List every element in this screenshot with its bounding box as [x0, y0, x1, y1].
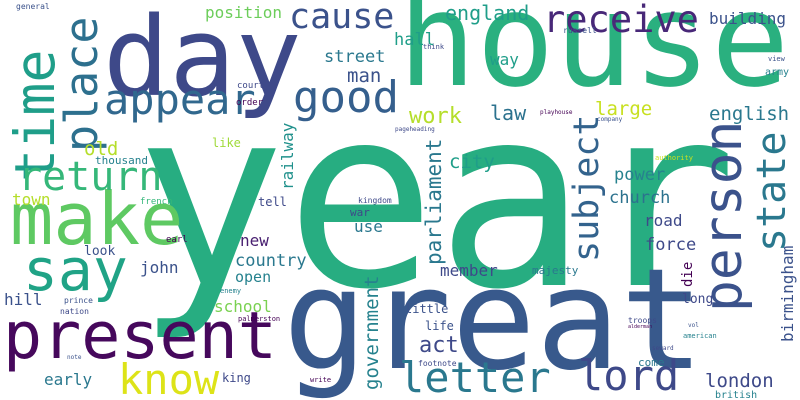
word: make: [10, 177, 183, 261]
word: majesty: [532, 264, 579, 277]
word: vol: [688, 322, 699, 329]
word: building: [709, 9, 786, 28]
word: alderman: [628, 324, 652, 330]
word: army: [765, 67, 789, 78]
word: present: [3, 299, 277, 374]
word: hill: [4, 290, 43, 309]
word: open: [235, 268, 271, 286]
word: kingdom: [358, 196, 392, 205]
word: think: [423, 43, 445, 51]
word: playhouse: [540, 109, 573, 116]
word: say: [23, 236, 128, 304]
word: prince: [64, 296, 93, 305]
word: earl: [166, 235, 188, 245]
word: nation: [60, 307, 89, 316]
word: little: [405, 302, 448, 316]
word: act: [419, 333, 459, 358]
word: member: [440, 261, 498, 280]
word: look: [84, 244, 115, 259]
word: come: [638, 356, 665, 369]
word: use: [354, 217, 383, 236]
word: day: [103, 0, 302, 121]
word: enemy: [220, 287, 241, 295]
word: parliament: [422, 139, 446, 265]
word: town: [12, 190, 51, 209]
word: life: [425, 319, 454, 333]
word: power: [614, 165, 665, 185]
word: place: [55, 17, 108, 152]
word: thousand: [95, 154, 148, 167]
word: french: [140, 197, 173, 207]
word: write: [310, 376, 331, 384]
word: good: [293, 72, 399, 123]
word: school: [214, 297, 272, 316]
word: church: [609, 188, 670, 208]
word: war: [350, 206, 370, 219]
word: person: [693, 121, 754, 312]
word: subject: [567, 114, 607, 262]
word: position: [205, 3, 282, 22]
word: hall: [394, 30, 435, 50]
word: seward: [652, 345, 674, 352]
word: time: [3, 50, 67, 182]
word: cause: [289, 0, 394, 37]
word: order: [236, 98, 264, 108]
word: street: [324, 47, 385, 67]
word: tell: [258, 195, 287, 209]
word: company: [597, 116, 623, 123]
word: pageheading: [395, 126, 435, 133]
word: long: [682, 292, 713, 307]
word: road: [644, 211, 683, 230]
word: english: [709, 103, 789, 125]
word: footnote: [418, 359, 457, 368]
word: like: [212, 136, 241, 150]
word: palmerston: [238, 315, 280, 323]
word: return: [18, 154, 163, 200]
word: king: [222, 371, 251, 385]
word: birmingham: [778, 246, 797, 342]
word: new: [240, 231, 269, 250]
word: letter: [399, 353, 551, 400]
word: great: [283, 239, 704, 400]
word: year: [135, 53, 737, 344]
word: city: [449, 151, 495, 173]
word: force: [645, 235, 696, 255]
word: british: [715, 390, 757, 400]
word: country: [235, 251, 307, 271]
word: american: [683, 332, 717, 340]
word: large: [595, 98, 652, 120]
word: house: [398, 0, 789, 116]
word: die: [680, 262, 696, 287]
word: state: [749, 132, 795, 252]
word: man: [347, 65, 381, 87]
word: law: [490, 101, 527, 125]
word: work: [409, 104, 462, 129]
word: appear: [104, 75, 256, 124]
word: receive: [543, 0, 699, 41]
word: troops: [628, 316, 657, 325]
word: john: [140, 258, 179, 277]
word: government: [361, 276, 383, 390]
word: court: [237, 81, 264, 91]
word: early: [44, 370, 93, 389]
word: lord: [578, 351, 679, 400]
word: england: [445, 1, 529, 25]
word: london: [705, 370, 774, 392]
word: railway: [278, 122, 297, 190]
word: note: [67, 354, 82, 361]
word: russell: [563, 26, 597, 35]
word: old: [84, 138, 118, 160]
word: view: [768, 55, 786, 63]
word: general: [16, 2, 50, 11]
word: know: [118, 355, 220, 400]
word: authority: [655, 154, 693, 162]
word: way: [490, 50, 519, 69]
